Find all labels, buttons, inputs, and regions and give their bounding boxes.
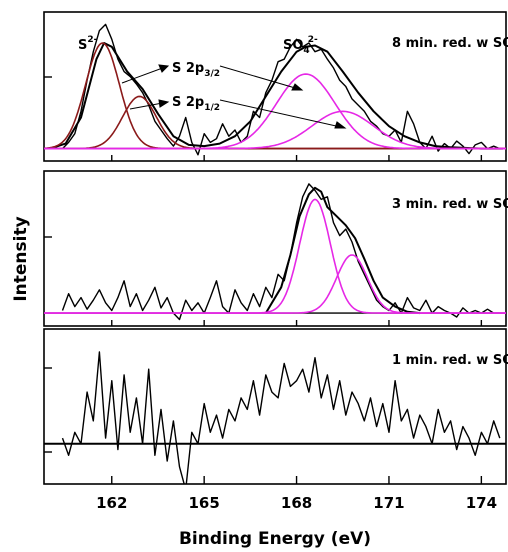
arrow-head [291, 83, 304, 91]
fit-component-line [44, 254, 506, 314]
panel-8min-series [44, 23, 506, 156]
x-tick-label: 168 [281, 494, 312, 512]
panel-3min-label: 3 min. red. w SO2 [392, 197, 508, 215]
y-axis-title: Intensity [11, 216, 31, 301]
panel-8min-frame [43, 11, 507, 162]
panel-3min-series [44, 183, 506, 321]
annotation-s2-minus: S2- [78, 35, 98, 53]
panel-1min-frame [43, 328, 507, 485]
arrow-head [158, 64, 170, 73]
x-tick-label: 165 [189, 494, 220, 512]
x-tick-label: 162 [96, 494, 127, 512]
arrow-head [158, 99, 170, 108]
panel-1min-label: 1 min. red. w SO2 [392, 353, 508, 371]
measured-spectrum-line [61, 351, 501, 484]
x-tick-label: 171 [373, 494, 404, 512]
panel-1min-series [44, 351, 506, 484]
annotation-so4-2-minus: SO42- [283, 35, 318, 56]
fit-envelope-line [49, 42, 503, 150]
arrow-line [219, 99, 346, 129]
annotation-s-2p-1-2: S 2p1/2 [172, 95, 220, 113]
annotation-arrows [121, 64, 347, 129]
fit-component-line [44, 110, 506, 150]
arrow-line [219, 65, 303, 91]
fit-component-line [44, 95, 506, 150]
x-tick-label: 174 [466, 494, 497, 512]
annotation-s-2p-3-2: S 2p3/2 [172, 61, 220, 79]
fit-component-line [44, 73, 506, 150]
x-axis-title: Binding Energy (eV) [179, 529, 371, 549]
fit-envelope-line [264, 186, 420, 315]
arrow-head [334, 121, 347, 129]
measured-spectrum-line [62, 23, 501, 156]
panel-3min-frame [43, 170, 507, 327]
x-axis: 162 165 168 171 174 [96, 155, 497, 512]
measured-spectrum-line [61, 183, 500, 321]
panel-8min-label: 8 min. red. w SO2 [392, 36, 508, 54]
